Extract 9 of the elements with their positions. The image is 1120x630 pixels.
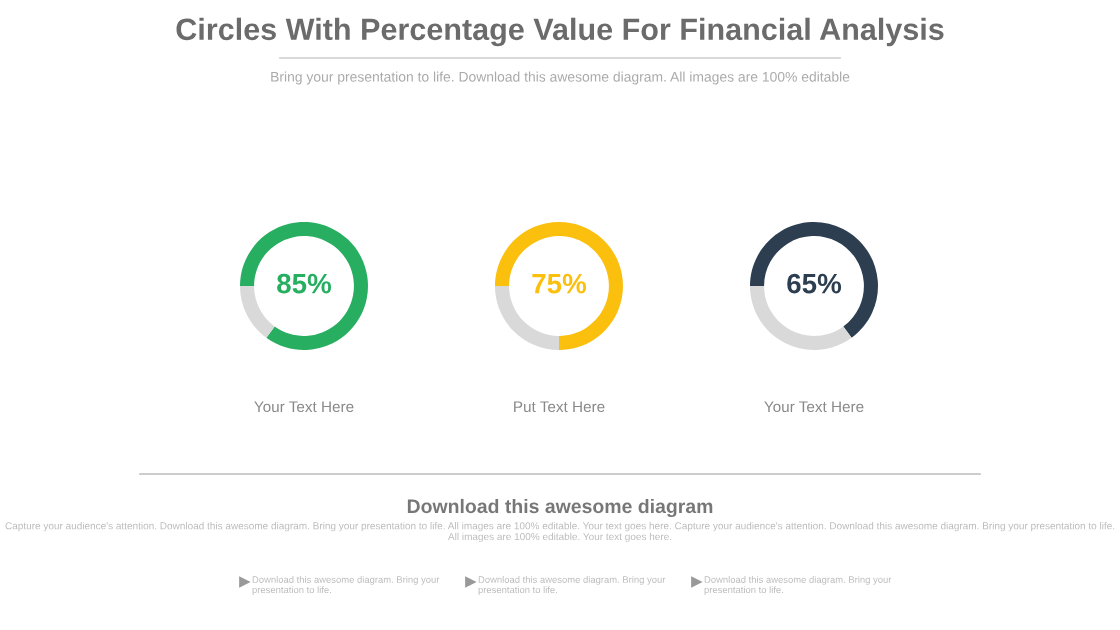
text: Download this awesome diagram (407, 498, 713, 518)
donut-slice (495, 222, 623, 350)
donut-slice (750, 222, 878, 338)
text: 85% (277, 273, 332, 294)
donut-slice (240, 286, 275, 338)
text: Circles With Percentage Value For Financial Analysis (176, 17, 944, 47)
donut-slice (240, 222, 368, 350)
text: 65% (787, 273, 842, 294)
text: 75% (532, 273, 587, 294)
